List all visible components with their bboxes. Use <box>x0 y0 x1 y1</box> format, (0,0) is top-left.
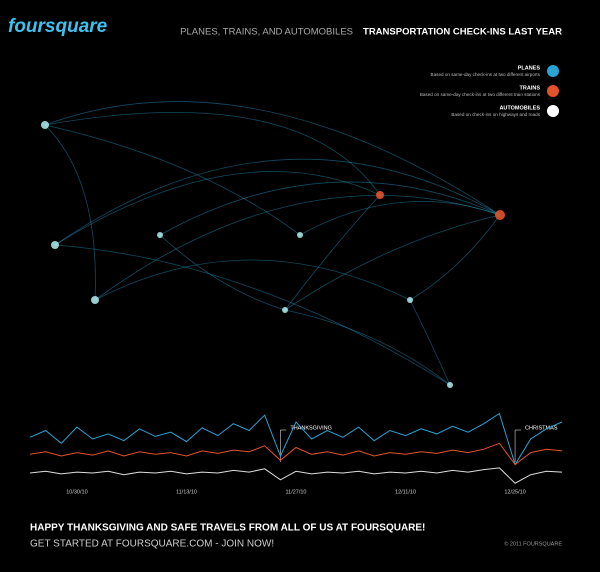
legend-icon <box>547 105 559 117</box>
legend-icon <box>547 65 559 77</box>
legend-name: TRAINS <box>520 85 541 91</box>
hub <box>51 241 59 249</box>
map <box>44 101 501 386</box>
legend-icon <box>547 85 559 97</box>
hub <box>376 191 384 199</box>
flight-arc <box>94 195 501 301</box>
flight-arc <box>299 201 501 236</box>
flight-arc <box>159 234 286 311</box>
flight-arc <box>44 124 96 301</box>
flight-arc <box>94 259 411 301</box>
x-tick-label: 11/13/10 <box>176 489 197 495</box>
hub <box>495 210 505 220</box>
x-tick-label: 11/27/10 <box>285 489 306 495</box>
hub <box>282 307 288 313</box>
series-line <box>29 412 563 466</box>
hub <box>41 121 49 129</box>
flight-arc <box>44 124 301 236</box>
map-hubs <box>41 121 505 388</box>
legend-description: Based on check-ins on highways and roads <box>451 112 540 117</box>
flight-arc <box>409 214 501 301</box>
flight-arc <box>284 194 381 311</box>
series-line <box>29 442 563 466</box>
hub <box>447 382 453 388</box>
flight-arc <box>44 101 501 216</box>
footer-cta[interactable]: GET STARTED AT FOURSQUARE.COM - JOIN NOW… <box>30 539 274 550</box>
legend-description: Based on same-day check-ins at two diffe… <box>431 72 541 77</box>
flight-arc <box>159 181 501 236</box>
legend-description: Based on same-day check-ins at two diffe… <box>420 92 541 97</box>
subtitle: PLANES, TRAINS, AND AUTOMOBILES <box>180 27 353 38</box>
flight-arc <box>54 171 381 246</box>
hub <box>297 232 303 238</box>
hub <box>157 232 163 238</box>
legend-name: AUTOMOBILES <box>499 105 540 111</box>
flight-arc <box>54 244 451 386</box>
x-tick-label: 12/25/10 <box>504 489 525 495</box>
series-line <box>29 467 563 484</box>
flight-arc <box>284 214 501 311</box>
legend-name: PLANES <box>518 65 541 71</box>
flight-arc <box>44 112 381 196</box>
x-tick-label: 10/30/10 <box>66 489 87 495</box>
title: TRANSPORTATION CHECK-INS LAST YEAR <box>363 27 562 38</box>
hub <box>91 296 99 304</box>
hub <box>407 297 413 303</box>
footer-message: HAPPY THANKSGIVING AND SAFE TRAVELS FROM… <box>30 523 425 534</box>
flight-arc <box>409 299 451 386</box>
annotation: THANKSGIVING <box>290 425 332 431</box>
flight-arc <box>54 158 501 246</box>
timeline-chart: 10/30/10 11/13/10 11/27/10 12/11/10 12/25/10… <box>29 412 563 495</box>
logo[interactable]: foursquare <box>8 16 108 37</box>
copyright: © 2011 FOURSQUARE <box>504 540 562 547</box>
flight-arc <box>284 309 451 386</box>
annotation: CHRISTMAS <box>525 425 558 431</box>
x-tick-label: 12/11/10 <box>395 489 416 495</box>
